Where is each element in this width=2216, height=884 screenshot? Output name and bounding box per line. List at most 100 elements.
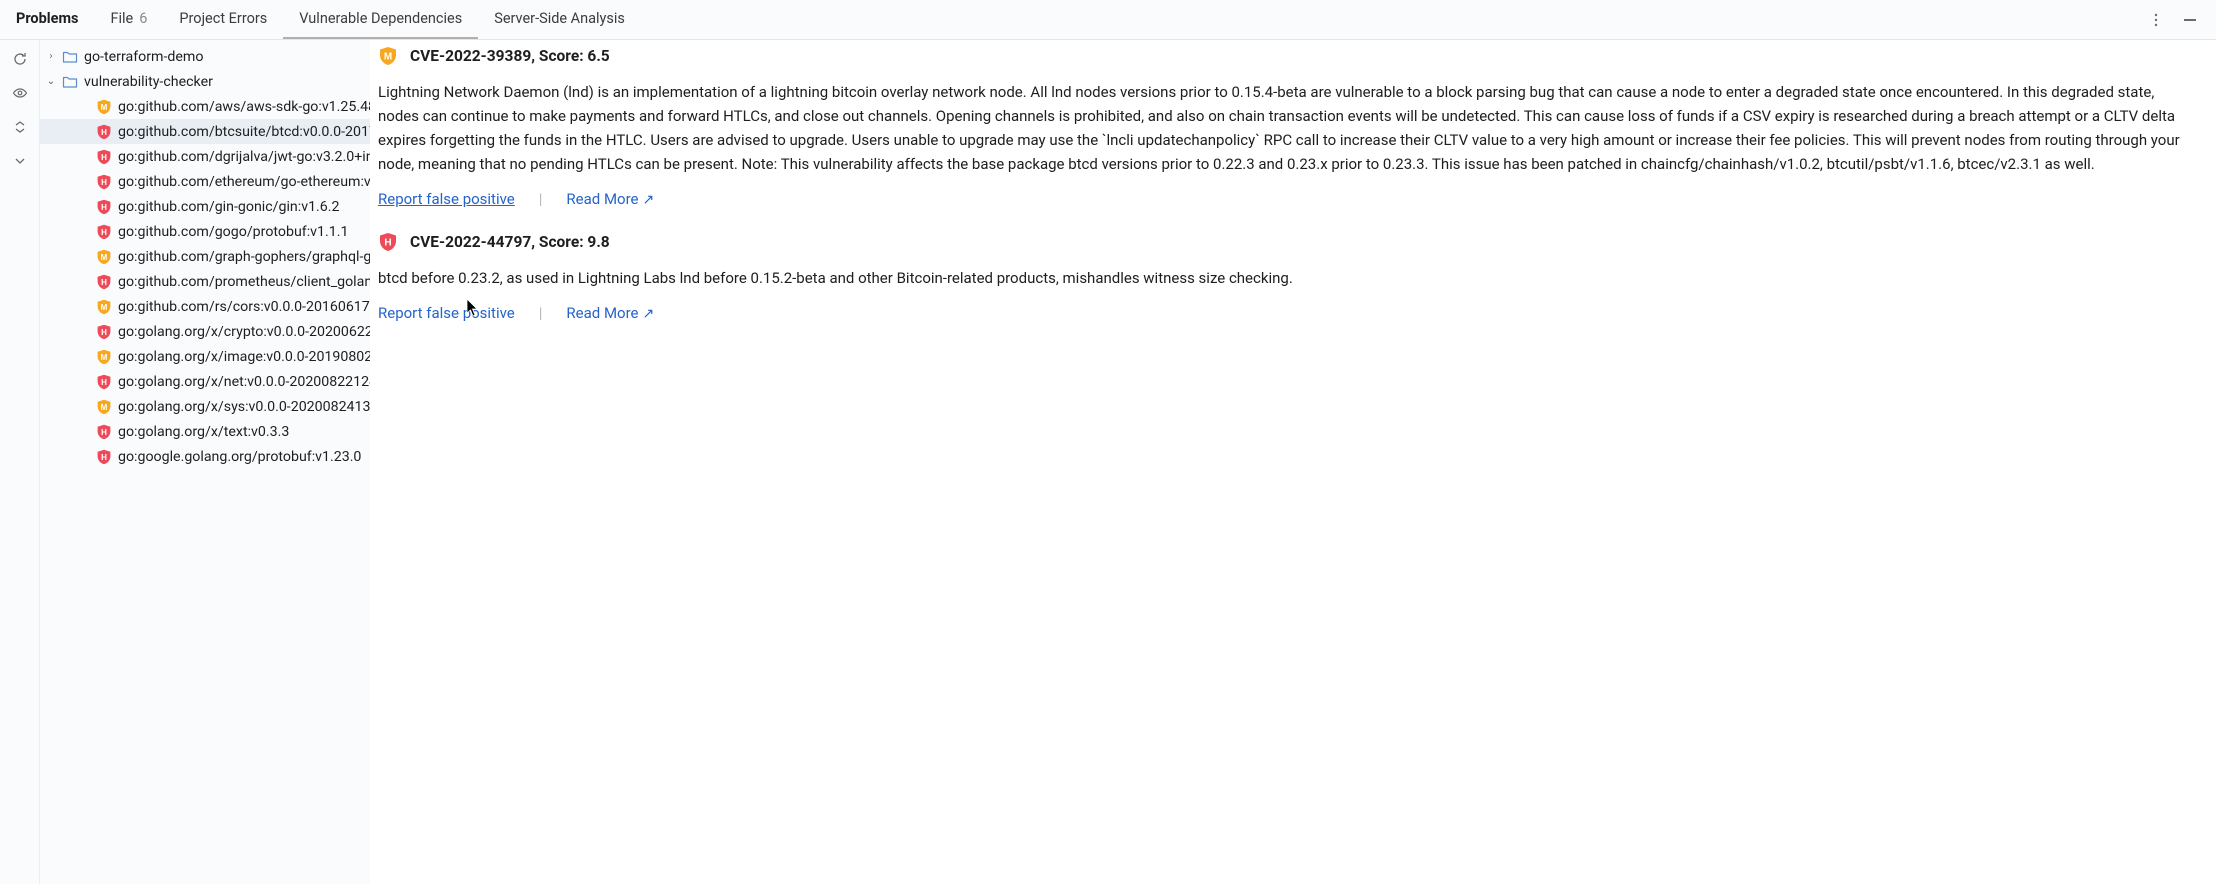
severity-high-icon: H <box>96 124 112 140</box>
svg-text:M: M <box>101 352 108 361</box>
tab-count: 6 <box>139 10 147 27</box>
severity-high-icon: H <box>96 224 112 240</box>
severity-high-icon: H <box>96 174 112 190</box>
svg-text:H: H <box>101 452 107 461</box>
svg-text:H: H <box>101 127 107 136</box>
tree-item-label: go:github.com/btcsuite/btcd:v0.0.0-20171… <box>118 124 370 140</box>
tree-folder[interactable]: ›go-terraform-demo <box>40 44 370 69</box>
cve-score-value: 6.5 <box>587 47 609 65</box>
tree-item-label: go:github.com/aws/aws-sdk-go:v1.25.48 <box>118 99 370 115</box>
severity-medium-icon: M <box>378 46 398 66</box>
tree-item-label: go:github.com/prometheus/client_golang:v… <box>118 274 370 290</box>
svg-text:H: H <box>101 177 107 186</box>
cve-header: M CVE-2022-39389, Score: 6.5 <box>378 46 2196 66</box>
tree-item-label: go:github.com/graph-gophers/graphql-go:v <box>118 249 370 265</box>
tree-dependency-item[interactable]: Hgo:github.com/gogo/protobuf:v1.1.1 <box>40 219 370 244</box>
severity-medium-icon: M <box>96 399 112 415</box>
dependency-tree: ›go-terraform-demo ⌄ vulnerability-checker… <box>40 40 370 884</box>
cve-description: btcd before 0.23.2, as used in Lightning… <box>378 266 2196 290</box>
collapse-all-icon[interactable] <box>11 152 29 170</box>
tree-dependency-item[interactable]: Mgo:golang.org/x/sys:v0.0.0-202008241315 <box>40 394 370 419</box>
cve-description: Lightning Network Daemon (lnd) is an imp… <box>378 80 2196 176</box>
tabs-bar: Problems File 6 Project Errors Vulnerable De… <box>0 0 2216 40</box>
tab-file[interactable]: File 6 <box>94 0 163 39</box>
tab-label: File <box>110 10 133 27</box>
eye-icon[interactable] <box>11 84 29 102</box>
svg-text:H: H <box>101 327 107 336</box>
tree-dependency-item[interactable]: Mgo:golang.org/x/image:v0.0.0-2019080200 <box>40 344 370 369</box>
tree-item-label: go:github.com/gogo/protobuf:v1.1.1 <box>118 224 348 240</box>
severity-medium-icon: M <box>96 249 112 265</box>
tree-item-label: go:github.com/ethereum/go-ethereum:v1.9 <box>118 174 370 190</box>
cve-score-label: , Score: <box>531 233 587 251</box>
severity-high-icon: H <box>96 424 112 440</box>
tree-item-label: go:github.com/rs/cors:v0.0.0-20160617231 <box>118 299 370 315</box>
tree-item-label: go:golang.org/x/sys:v0.0.0-202008241315 <box>118 399 370 415</box>
refresh-icon[interactable] <box>11 50 29 68</box>
severity-medium-icon: M <box>96 99 112 115</box>
chevron-right-icon[interactable]: › <box>46 51 56 62</box>
tab-problems[interactable]: Problems <box>0 0 94 39</box>
tab-label: Project Errors <box>179 10 267 27</box>
tab-vulnerable-dependencies[interactable]: Vulnerable Dependencies <box>283 0 478 39</box>
tree-folder[interactable]: ⌄ vulnerability-checker <box>40 69 370 94</box>
cve-links: Report false positive | Read More ↗ <box>378 304 2196 322</box>
cve-block: M CVE-2022-39389, Score: 6.5 Lightning Net… <box>378 46 2196 208</box>
read-more-link[interactable]: Read More ↗ <box>566 190 654 208</box>
tree-item-label: go:google.golang.org/protobuf:v1.23.0 <box>118 449 361 465</box>
tab-server-side-analysis[interactable]: Server-Side Analysis <box>478 0 641 39</box>
cve-title: CVE-2022-44797, Score: 9.8 <box>410 233 610 251</box>
tree-item-label: vulnerability-checker <box>84 74 213 90</box>
tree-item-label: go:github.com/dgrijalva/jwt-go:v3.2.0+in… <box>118 149 370 165</box>
read-more-label: Read More <box>566 304 638 322</box>
tree-dependency-item[interactable]: Hgo:github.com/dgrijalva/jwt-go:v3.2.0+i… <box>40 144 370 169</box>
folder-icon <box>62 49 78 65</box>
cve-block: H CVE-2022-44797, Score: 9.8 btcd before 0… <box>378 232 2196 322</box>
tree-dependency-item[interactable]: Hgo:golang.org/x/text:v0.3.3 <box>40 419 370 444</box>
tree-dependency-item[interactable]: Hgo:github.com/btcsuite/btcd:v0.0.0-2017… <box>40 119 370 144</box>
tree-dependency-item[interactable]: Hgo:golang.org/x/crypto:v0.0.0-202006222… <box>40 319 370 344</box>
severity-high-icon: H <box>378 232 398 252</box>
cve-score-value: 9.8 <box>587 233 609 251</box>
svg-text:H: H <box>101 202 107 211</box>
severity-high-icon: H <box>96 449 112 465</box>
tabs-more-icon[interactable] <box>2148 12 2164 28</box>
cve-score-label: , Score: <box>531 47 587 65</box>
external-link-icon: ↗ <box>643 192 655 208</box>
svg-text:M: M <box>101 302 108 311</box>
cve-id: CVE-2022-44797 <box>410 233 531 251</box>
tabs-minimize-icon[interactable] <box>2182 12 2198 28</box>
svg-text:H: H <box>101 427 107 436</box>
severity-high-icon: H <box>96 274 112 290</box>
report-false-positive-link[interactable]: Report false positive <box>378 190 515 208</box>
tree-dependency-item[interactable]: Hgo:golang.org/x/net:v0.0.0-202008221243 <box>40 369 370 394</box>
tree-dependency-item[interactable]: Hgo:google.golang.org/protobuf:v1.23.0 <box>40 444 370 469</box>
svg-text:H: H <box>101 152 107 161</box>
cve-id: CVE-2022-39389 <box>410 47 531 65</box>
chevron-down-icon[interactable]: ⌄ <box>46 76 56 87</box>
tree-dependency-item[interactable]: Hgo:github.com/ethereum/go-ethereum:v1.9 <box>40 169 370 194</box>
svg-text:M: M <box>101 402 108 411</box>
tree-dependency-item[interactable]: Mgo:github.com/rs/cors:v0.0.0-2016061723… <box>40 294 370 319</box>
tree-dependency-item[interactable]: Hgo:github.com/prometheus/client_golang:… <box>40 269 370 294</box>
folder-icon <box>62 74 78 90</box>
read-more-link[interactable]: Read More ↗ <box>566 304 654 322</box>
tab-project-errors[interactable]: Project Errors <box>163 0 283 39</box>
tree-dependency-item[interactable]: Mgo:github.com/aws/aws-sdk-go:v1.25.48 <box>40 94 370 119</box>
tree-dependency-item[interactable]: Mgo:github.com/graph-gophers/graphql-go:… <box>40 244 370 269</box>
cve-links: Report false positive | Read More ↗ <box>378 190 2196 208</box>
expand-collapse-icon[interactable] <box>11 118 29 136</box>
external-link-icon: ↗ <box>643 306 655 322</box>
report-false-positive-link[interactable]: Report false positive <box>378 304 515 322</box>
cve-header: H CVE-2022-44797, Score: 9.8 <box>378 232 2196 252</box>
svg-text:M: M <box>101 252 108 261</box>
tree-dependency-item[interactable]: Hgo:github.com/gin-gonic/gin:v1.6.2 <box>40 194 370 219</box>
tab-label: Server-Side Analysis <box>494 10 625 27</box>
read-more-label: Read More <box>566 190 638 208</box>
svg-text:H: H <box>384 238 391 249</box>
link-separator: | <box>539 190 543 208</box>
link-separator: | <box>539 304 543 322</box>
tab-label: Problems <box>16 10 78 27</box>
severity-high-icon: H <box>96 324 112 340</box>
svg-text:M: M <box>101 102 108 111</box>
